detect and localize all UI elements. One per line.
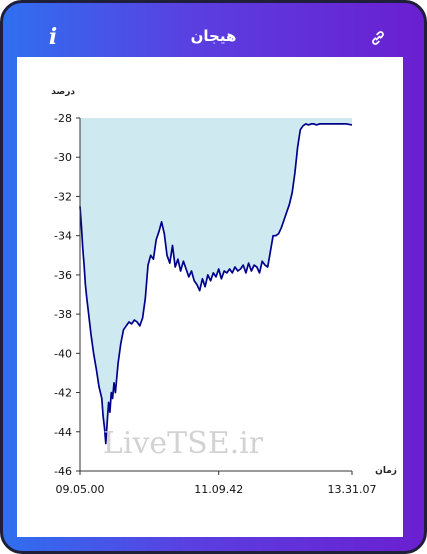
- y-tick-label: -36: [54, 269, 72, 282]
- y-tick-label: -30: [54, 151, 72, 164]
- x-tick-label: 09.05.00: [56, 483, 105, 496]
- watermark: LiveTSE.ir: [103, 426, 264, 461]
- link-icon[interactable]: [370, 30, 386, 46]
- series-line: [79, 123, 353, 445]
- y-tick-label: -38: [54, 308, 72, 321]
- x-axis-label: زمان: [375, 466, 397, 476]
- series-area: [80, 118, 352, 444]
- info-icon[interactable]: i: [48, 24, 58, 50]
- y-tick-label: -42: [54, 387, 72, 400]
- y-tick-label: -32: [54, 190, 72, 203]
- y-tick-label: -40: [54, 347, 72, 360]
- header: i هیجان: [3, 3, 424, 59]
- x-tick-label: 13.31.07: [328, 483, 377, 496]
- y-tick-label: -46: [54, 465, 72, 478]
- x-tick-label: 11.09.42: [194, 483, 243, 496]
- chart-panel: درصد زمان -28 -30 -32 -34 -36 -38 -40 -42 -44 -46…: [17, 57, 403, 537]
- y-axis-label: درصد: [51, 87, 75, 97]
- page-title: هیجان: [190, 27, 237, 45]
- y-tick-label: -34: [54, 230, 72, 243]
- y-tick-label: -28: [54, 112, 72, 125]
- y-tick-label: -44: [54, 426, 72, 439]
- chart: درصد زمان -28 -30 -32 -34 -36 -38 -40 -42 -44 -46…: [51, 87, 397, 496]
